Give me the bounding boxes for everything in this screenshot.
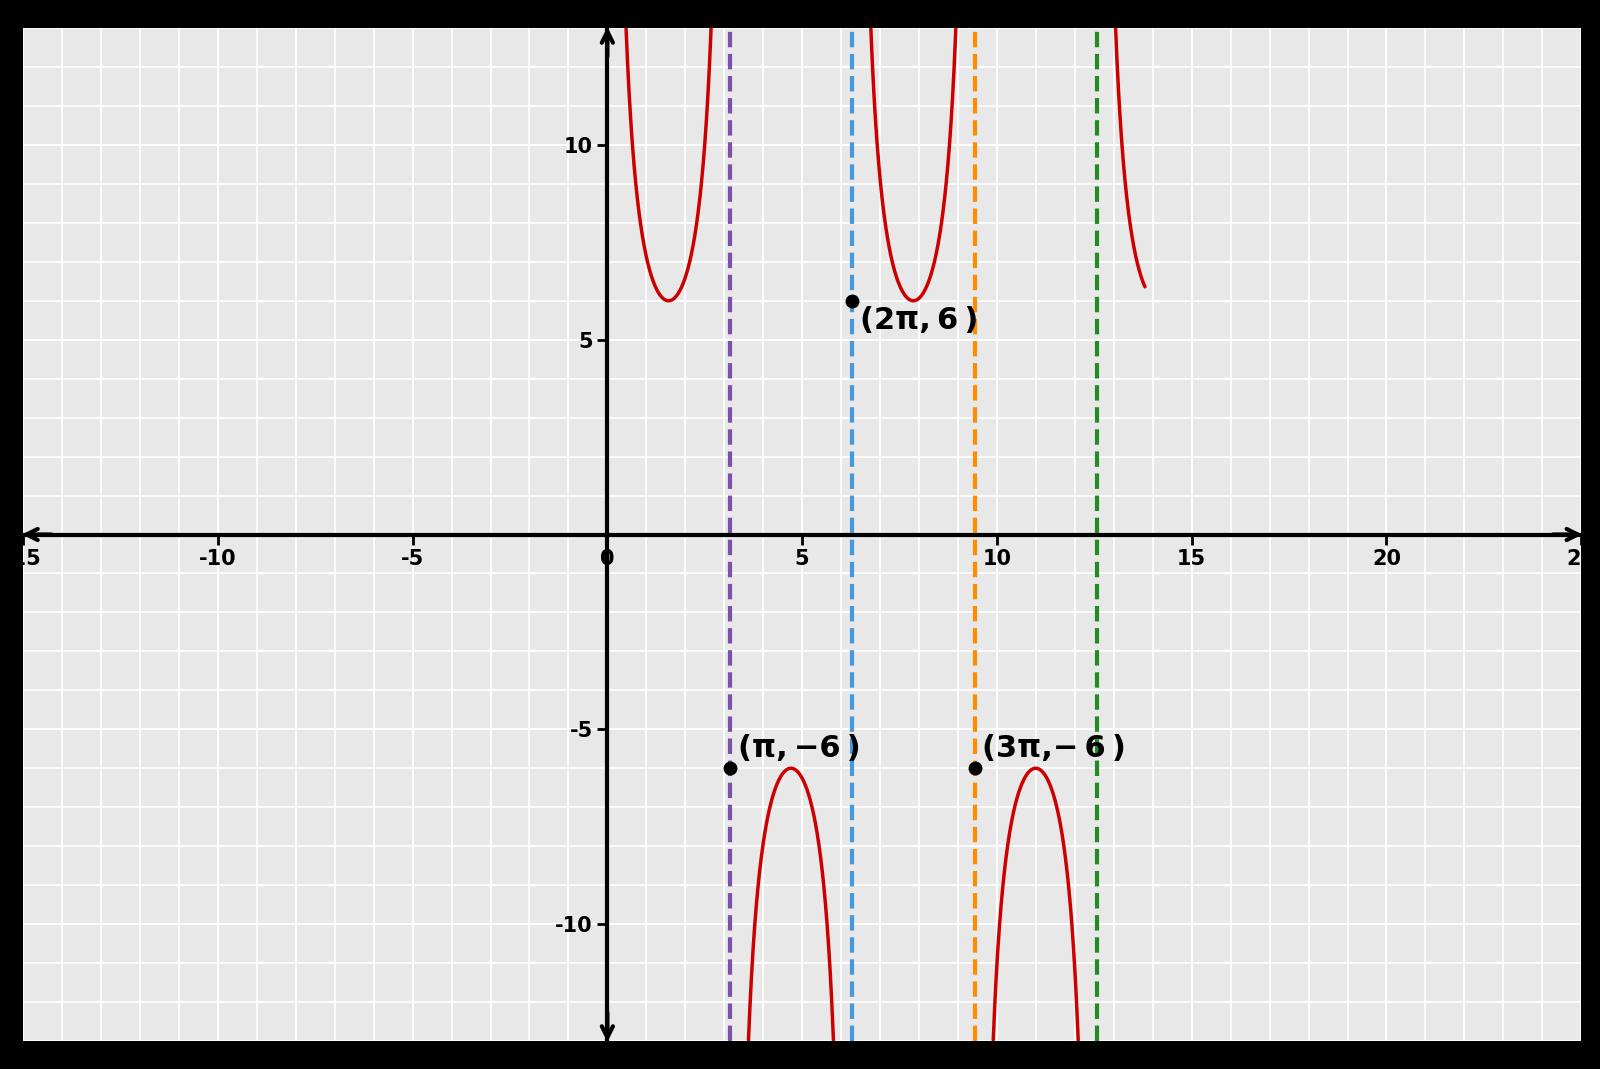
Text: (π, −6 ): (π, −6 ) — [738, 734, 861, 763]
Text: (3π,− 6 ): (3π,− 6 ) — [982, 734, 1126, 763]
Text: (2π, 6 ): (2π, 6 ) — [859, 306, 978, 335]
